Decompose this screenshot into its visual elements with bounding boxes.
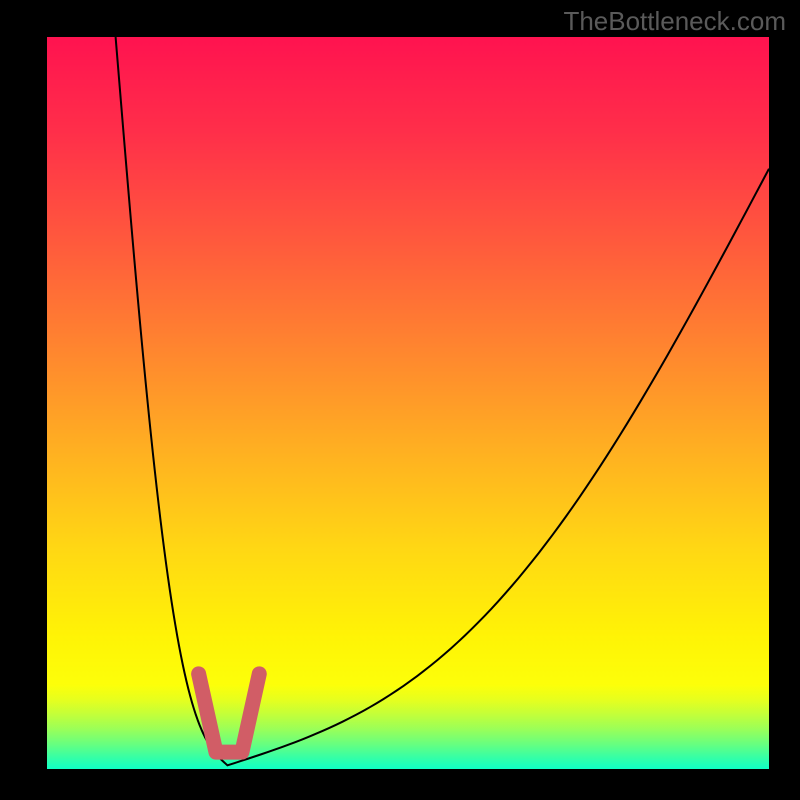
v-curve (116, 37, 769, 765)
chart-stage: TheBottleneck.com (0, 0, 800, 800)
plot-area (47, 37, 769, 769)
curve-overlay (47, 37, 769, 769)
curve-minimum-highlight (199, 674, 260, 752)
attribution-text: TheBottleneck.com (563, 6, 786, 37)
